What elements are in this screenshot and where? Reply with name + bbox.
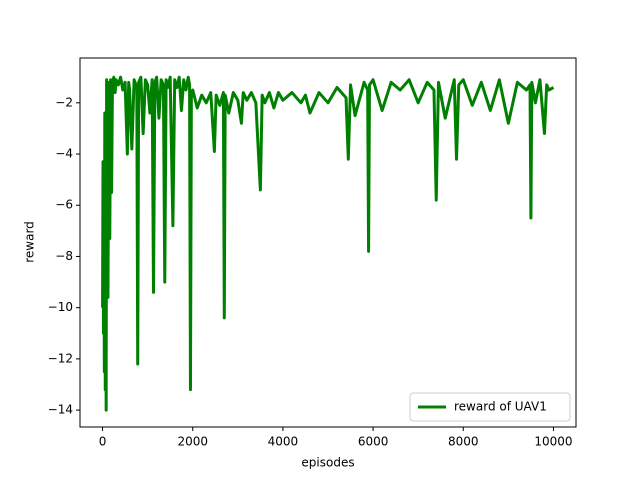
data-line [101, 75, 555, 412]
x-tick-label: 0 [99, 435, 107, 449]
y-tick-label: −10 [48, 300, 73, 314]
y-tick-label: −4 [55, 147, 73, 161]
legend-label: reward of UAV1 [454, 400, 547, 414]
legend: reward of UAV1 [409, 392, 571, 422]
legend-box [409, 392, 571, 422]
y-tick-label: −14 [48, 403, 73, 417]
x-tick-label: 8000 [448, 435, 479, 449]
x-axis-label: episodes [301, 456, 354, 470]
x-tick-label: 2000 [177, 435, 208, 449]
y-tick-label: −6 [55, 198, 73, 212]
x-tick-label: 6000 [358, 435, 389, 449]
y-axis-label: reward [23, 221, 37, 263]
y-tick-label: −12 [48, 351, 73, 365]
x-tick-label: 10000 [534, 435, 572, 449]
y-tick-label: −8 [55, 249, 73, 263]
y-tick-label: −2 [55, 95, 73, 109]
plot-frame [79, 57, 577, 428]
x-tick-label: 4000 [268, 435, 299, 449]
